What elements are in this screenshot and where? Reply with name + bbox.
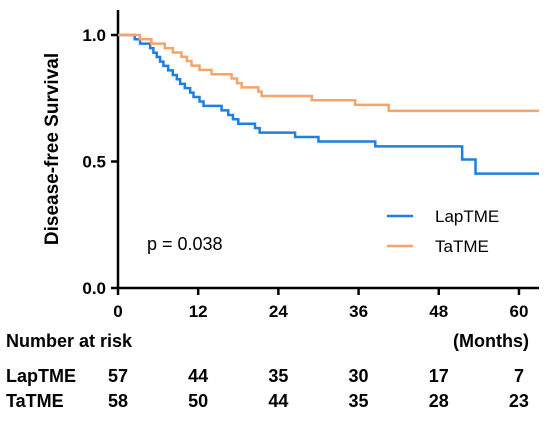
p-value-annotation: p = 0.038 [147, 234, 223, 254]
risk-table-title: Number at risk [6, 331, 133, 351]
x-tick-label: 24 [269, 302, 288, 321]
y-tick-label: 0.0 [82, 279, 106, 298]
x-tick-label: 12 [189, 302, 208, 321]
risk-count-laptme: 44 [188, 366, 208, 386]
y-axis-ticks: 0.0 0.5 1.0 [82, 26, 118, 298]
y-tick-label: 0.5 [82, 153, 106, 172]
risk-count-laptme: 35 [268, 366, 288, 386]
risk-table-counts: 57 44 35 30 17 7 58 50 44 35 28 23 [108, 366, 529, 411]
x-tick-label: 48 [429, 302, 448, 321]
legend-label-tatme: TaTME [435, 237, 489, 256]
risk-count-tatme: 28 [429, 391, 449, 411]
series-layer [118, 33, 539, 175]
risk-count-tatme: 23 [509, 391, 529, 411]
risk-row-label-laptme: LapTME [6, 366, 76, 386]
y-tick-label: 1.0 [82, 26, 106, 45]
x-tick-label: 36 [349, 302, 368, 321]
risk-count-tatme: 50 [188, 391, 208, 411]
risk-count-laptme: 57 [108, 366, 128, 386]
x-tick-label: 0 [113, 302, 122, 321]
series-line-laptme [118, 33, 539, 175]
x-axis-ticks: 0 12 24 36 48 60 [113, 288, 528, 321]
x-axis-unit-label: (Months) [453, 331, 529, 351]
legend: LapTME TaTME [387, 207, 499, 256]
risk-count-tatme: 58 [108, 391, 128, 411]
series-line-tatme [118, 33, 539, 113]
risk-count-laptme: 30 [349, 366, 369, 386]
x-tick-label: 60 [509, 302, 528, 321]
risk-count-laptme: 7 [514, 366, 524, 386]
risk-count-tatme: 44 [268, 391, 288, 411]
risk-count-tatme: 35 [349, 391, 369, 411]
legend-label-laptme: LapTME [435, 207, 499, 226]
risk-row-label-tatme: TaTME [6, 391, 64, 411]
y-axis-title: Disease-free Survival [42, 53, 63, 245]
risk-count-laptme: 17 [429, 366, 449, 386]
